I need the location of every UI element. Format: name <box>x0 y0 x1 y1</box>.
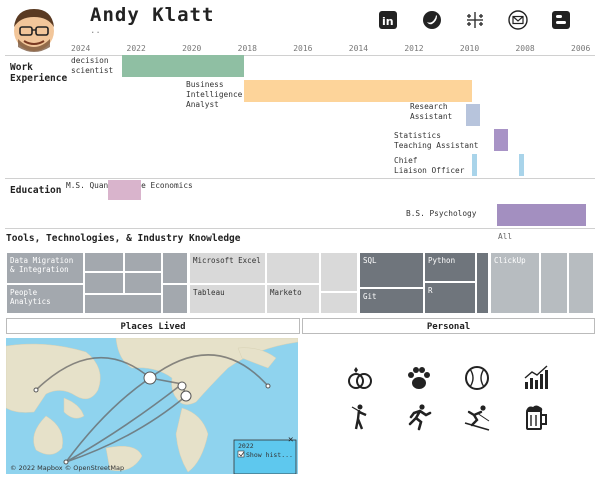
tool-clickup[interactable]: ClickUp <box>490 252 540 314</box>
axis-tick-label: 2024 <box>71 44 91 53</box>
personal-header: Personal <box>302 318 595 334</box>
job-title: Business Intelligence Analyst <box>186 80 243 109</box>
tool-cell[interactable] <box>266 252 320 284</box>
axis-tick-label: 2018 <box>237 44 257 53</box>
golf-icon <box>351 404 367 430</box>
running-icon <box>408 404 432 431</box>
tool-cell[interactable] <box>84 272 124 294</box>
degree-label: B.S. Psychology <box>406 209 477 218</box>
job-bar[interactable] <box>466 104 480 126</box>
rings-icon <box>348 367 372 389</box>
places-lived-header: Places Lived <box>6 318 300 334</box>
tool-data-migration[interactable]: Data Migration & Integration <box>6 252 84 284</box>
linkedin-icon[interactable]: in <box>378 10 398 30</box>
axis-tick-label: 2006 <box>571 44 591 53</box>
tool-people-analytics[interactable]: People Analytics <box>6 284 84 314</box>
axis-tick-label: 2014 <box>348 44 369 53</box>
twitter-icon[interactable] <box>422 10 442 30</box>
show-history-label[interactable]: Show hist... <box>246 451 293 459</box>
tool-marketo[interactable]: Marketo <box>266 284 320 314</box>
show-history-checkbox[interactable] <box>237 450 245 458</box>
degree-bar[interactable] <box>107 180 142 200</box>
job-title: Statistics Teaching Assistant <box>394 131 479 150</box>
education-all-label: All <box>498 232 513 241</box>
tool-cell[interactable] <box>568 252 594 314</box>
education-label: Education <box>10 185 62 196</box>
subtitle-dots: .. <box>90 26 101 36</box>
tool-cell[interactable] <box>84 294 162 314</box>
map-attribution: © 2022 Mapbox © OpenStreetMap <box>10 464 124 472</box>
work-experience-label: Work Experience <box>10 62 68 84</box>
baseball-icon <box>465 366 489 390</box>
degree-bar[interactable] <box>496 204 586 226</box>
tool-cell[interactable] <box>476 252 489 314</box>
tool-cell[interactable] <box>162 284 188 314</box>
page-title: Andy Klatt <box>90 4 215 26</box>
job-bar[interactable] <box>471 154 478 176</box>
job-bar[interactable] <box>518 154 525 176</box>
tool-python[interactable]: Python <box>424 252 476 282</box>
axis-tick-label: 2012 <box>404 44 424 53</box>
svg-text:in: in <box>382 15 394 28</box>
job-bar[interactable] <box>121 55 244 77</box>
paw-icon <box>408 367 430 389</box>
email-icon[interactable] <box>508 10 528 30</box>
tools-section-title: Tools, Technologies, & Industry Knowledg… <box>6 233 241 244</box>
avatar <box>14 9 54 52</box>
axis-tick-label: 2016 <box>293 44 313 53</box>
map-popup[interactable] <box>233 439 297 474</box>
job-title: decision scientist <box>71 56 114 75</box>
tool-sql[interactable]: SQL <box>359 252 424 288</box>
tool-microsoft-excel[interactable]: Microsoft Excel <box>189 252 266 284</box>
axis-tick-label: 2020 <box>182 44 202 53</box>
tool-cell[interactable] <box>540 252 568 314</box>
skiing-icon <box>464 405 490 431</box>
tool-cell[interactable] <box>84 252 124 272</box>
axis-tick-label: 2022 <box>126 44 146 53</box>
places-map[interactable]: 2022 Show hist... ✕ © 2022 Mapbox © Open… <box>6 338 298 474</box>
tool-git[interactable]: Git <box>359 288 424 314</box>
tool-r[interactable]: R <box>424 282 476 314</box>
beer-icon <box>526 405 547 430</box>
bar-chart-icon <box>524 365 548 389</box>
job-title: Chief Liaison Officer <box>394 156 465 175</box>
tool-cell[interactable] <box>124 272 162 294</box>
tool-cell[interactable] <box>124 252 162 272</box>
blogger-icon[interactable] <box>551 10 571 30</box>
tool-tableau[interactable]: Tableau <box>189 284 266 314</box>
tool-cell[interactable] <box>162 252 188 284</box>
tableau-icon[interactable] <box>465 10 485 30</box>
job-bar[interactable] <box>493 129 508 151</box>
tool-cell[interactable] <box>320 252 358 292</box>
axis-tick-label: 2008 <box>515 44 535 53</box>
close-icon[interactable]: ✕ <box>288 435 293 445</box>
job-bar[interactable] <box>243 80 472 102</box>
map-popup-year: 2022 <box>238 442 254 450</box>
axis-tick-label: 2010 <box>459 44 480 53</box>
tool-cell[interactable] <box>320 292 358 314</box>
job-title: Research Assistant <box>410 102 453 121</box>
